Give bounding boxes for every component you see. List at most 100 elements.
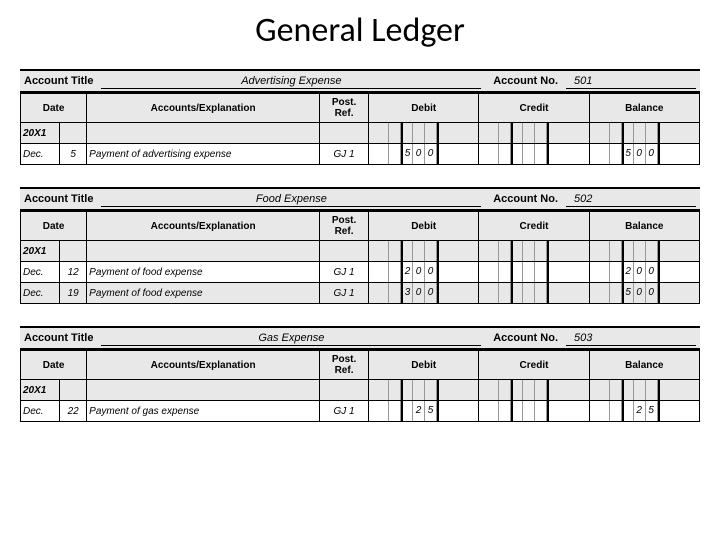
empty-cell xyxy=(60,241,87,262)
digit-cell xyxy=(610,401,622,421)
digit-cell xyxy=(646,380,658,400)
balance-group: 25 xyxy=(589,401,699,422)
digit-cell xyxy=(547,401,567,421)
debit-group: 300 xyxy=(369,283,479,304)
digit-cell xyxy=(535,262,547,282)
postref-cell: GJ 1 xyxy=(320,144,369,165)
account-title-value: Advertising Expense xyxy=(101,75,481,89)
digit-cell xyxy=(437,283,457,303)
digit-cell xyxy=(634,380,646,400)
digit-cell: 5 xyxy=(646,401,658,421)
digit-cell xyxy=(437,241,457,261)
digit-cell xyxy=(547,144,567,164)
ledger-header: Account TitleFood ExpenseAccount No.502 xyxy=(20,189,700,211)
digit-cell xyxy=(658,283,678,303)
postref-cell: GJ 1 xyxy=(320,401,369,422)
ledger-table: DateAccounts/ExplanationPost.Ref.DebitCr… xyxy=(20,93,700,165)
account-title-value: Food Expense xyxy=(101,193,481,207)
digit-cell xyxy=(369,401,389,421)
table-row-year: 20X1 xyxy=(21,380,700,401)
year-cell: 20X1 xyxy=(21,380,60,401)
digit-cell xyxy=(479,144,499,164)
empty-cell xyxy=(87,380,320,401)
explanation-cell: Payment of food expense xyxy=(87,283,320,304)
digit-cell xyxy=(479,283,499,303)
digit-cell xyxy=(523,262,535,282)
digit-cell xyxy=(622,241,634,261)
empty-cell xyxy=(320,380,369,401)
digit-cell xyxy=(369,241,389,261)
postref-cell: GJ 1 xyxy=(320,283,369,304)
balance-group xyxy=(589,241,699,262)
month-cell: Dec. xyxy=(21,262,60,283)
credit-group xyxy=(479,144,589,165)
digit-cell: 0 xyxy=(634,283,646,303)
day-cell: 12 xyxy=(60,262,87,283)
digit-cell xyxy=(479,123,499,143)
digit-cell xyxy=(425,123,437,143)
digit-cell xyxy=(658,123,678,143)
explanation-cell: Payment of advertising expense xyxy=(87,144,320,165)
col-date: Date xyxy=(21,351,87,380)
digit-cell xyxy=(369,144,389,164)
digit-cell xyxy=(523,123,535,143)
balance-group: 500 xyxy=(589,283,699,304)
account-title-label: Account Title xyxy=(24,332,93,344)
digit-cell xyxy=(479,380,499,400)
col-date: Date xyxy=(21,212,87,241)
ledger-card: Account TitleGas ExpenseAccount No.503Da… xyxy=(20,326,700,422)
digit-cell xyxy=(499,401,511,421)
col-balance: Balance xyxy=(589,212,699,241)
empty-cell xyxy=(60,380,87,401)
ledger-card: Account TitleAdvertising ExpenseAccount … xyxy=(20,69,700,165)
digit-cell xyxy=(437,401,457,421)
col-debit: Debit xyxy=(369,212,479,241)
col-postref: Post.Ref. xyxy=(320,212,369,241)
day-cell: 22 xyxy=(60,401,87,422)
debit-group xyxy=(369,380,479,401)
digit-cell xyxy=(369,283,389,303)
digit-cell xyxy=(389,262,401,282)
digit-cell xyxy=(547,380,567,400)
digit-cell xyxy=(499,123,511,143)
digit-cell xyxy=(523,401,535,421)
ledger-table: DateAccounts/ExplanationPost.Ref.DebitCr… xyxy=(20,211,700,304)
digit-cell xyxy=(401,123,413,143)
digit-cell xyxy=(369,123,389,143)
explanation-cell: Payment of food expense xyxy=(87,262,320,283)
digit-cell xyxy=(369,262,389,282)
col-debit: Debit xyxy=(369,94,479,123)
digit-cell: 5 xyxy=(622,144,634,164)
digit-cell: 2 xyxy=(634,401,646,421)
digit-cell xyxy=(437,144,457,164)
digit-cell xyxy=(610,380,622,400)
digit-cell xyxy=(511,401,523,421)
digit-cell xyxy=(610,144,622,164)
digit-cell xyxy=(646,241,658,261)
col-explanation: Accounts/Explanation xyxy=(87,94,320,123)
debit-group xyxy=(369,241,479,262)
digit-cell xyxy=(658,401,678,421)
digit-cell xyxy=(547,123,567,143)
credit-group xyxy=(479,401,589,422)
digit-cell: 5 xyxy=(622,283,634,303)
credit-group xyxy=(479,123,589,144)
digit-cell xyxy=(622,380,634,400)
digit-cell: 2 xyxy=(413,401,425,421)
digit-cell xyxy=(535,380,547,400)
empty-cell xyxy=(60,123,87,144)
account-no-value: 503 xyxy=(566,332,696,346)
digit-cell xyxy=(479,241,499,261)
digit-cell xyxy=(634,241,646,261)
empty-cell xyxy=(320,241,369,262)
digit-cell: 0 xyxy=(646,262,658,282)
col-postref: Post.Ref. xyxy=(320,94,369,123)
col-balance: Balance xyxy=(589,351,699,380)
digit-cell: 2 xyxy=(401,262,413,282)
digit-cell xyxy=(499,144,511,164)
digit-cell xyxy=(369,380,389,400)
digit-cell xyxy=(437,380,457,400)
ledger-header: Account TitleGas ExpenseAccount No.503 xyxy=(20,328,700,350)
col-credit: Credit xyxy=(479,212,589,241)
ledgers-container: Account Title Advertising Expense Account … xyxy=(20,69,700,422)
